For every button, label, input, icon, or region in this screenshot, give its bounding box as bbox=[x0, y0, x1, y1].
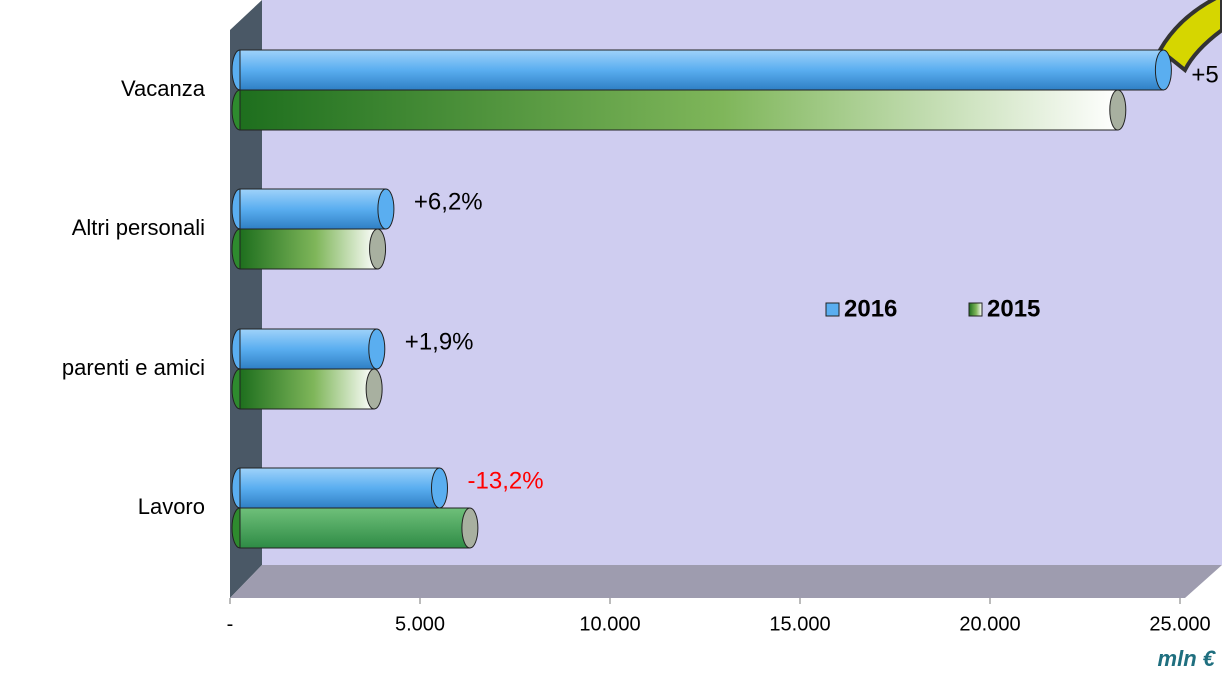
bar bbox=[239, 467, 440, 509]
bar bbox=[239, 89, 1119, 131]
x-tick-label: 5.000 bbox=[395, 613, 445, 635]
legend-label: 2015 bbox=[987, 295, 1040, 322]
bar bbox=[239, 228, 379, 270]
x-tick-label: - bbox=[227, 613, 234, 635]
legend-label: 2016 bbox=[844, 295, 897, 322]
side-wall bbox=[230, 0, 262, 598]
bar-cap bbox=[1109, 89, 1127, 131]
y-tick-label: Altri personali bbox=[72, 215, 205, 240]
x-tick-label: 15.000 bbox=[769, 613, 830, 635]
bar-cap bbox=[365, 368, 383, 410]
arrow bbox=[1157, 0, 1222, 74]
bar bbox=[239, 188, 387, 230]
bar-cap bbox=[377, 188, 395, 230]
y-tick-label: Lavoro bbox=[138, 494, 205, 519]
bar bbox=[239, 49, 1164, 91]
bar-cap bbox=[431, 467, 448, 509]
legend-swatch bbox=[968, 302, 983, 317]
floor bbox=[230, 565, 1222, 598]
y-tick-label: parenti e amici bbox=[62, 355, 205, 380]
y-tick-label: Vacanza bbox=[121, 76, 206, 101]
annotation: +5 bbox=[1191, 61, 1218, 88]
bar-cap bbox=[461, 507, 479, 549]
x-tick-label: 20.000 bbox=[959, 613, 1020, 635]
back-wall bbox=[262, 0, 1222, 565]
x-axis-label: mln € bbox=[1158, 646, 1217, 671]
bar bbox=[239, 368, 375, 410]
bar-cap bbox=[368, 328, 386, 370]
bar-cap bbox=[1154, 49, 1172, 91]
x-tick-label: 25.000 bbox=[1149, 613, 1210, 635]
annotation: +1,9% bbox=[405, 328, 474, 355]
legend-swatch bbox=[825, 302, 840, 317]
annotation: -13,2% bbox=[468, 467, 544, 494]
annotation: +6,2% bbox=[414, 188, 483, 215]
bar-cap bbox=[369, 228, 387, 270]
bar bbox=[239, 328, 378, 370]
bar bbox=[239, 507, 471, 549]
x-tick-label: 10.000 bbox=[579, 613, 640, 635]
